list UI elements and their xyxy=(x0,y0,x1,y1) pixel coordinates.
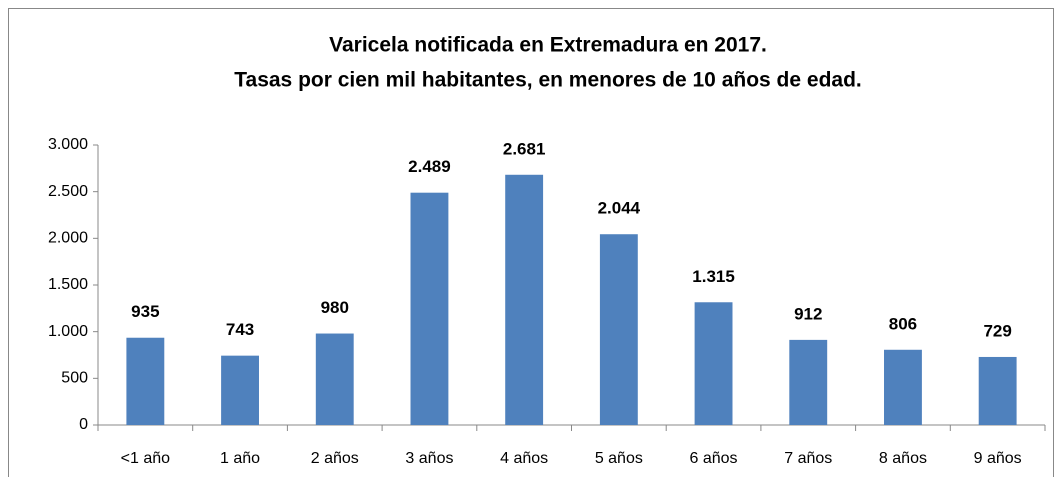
y-tick-label: 3.000 xyxy=(48,136,88,153)
bar xyxy=(126,337,165,425)
x-tick-label: 1 año xyxy=(220,450,260,467)
bar xyxy=(694,302,733,425)
value-label: 980 xyxy=(321,298,349,317)
x-tick-label: 6 años xyxy=(690,450,738,467)
bar xyxy=(505,174,544,425)
bar xyxy=(410,192,449,425)
value-label: 1.315 xyxy=(692,267,735,286)
value-label: 729 xyxy=(983,321,1011,340)
x-tick-label: 5 años xyxy=(595,450,643,467)
y-tick-label: 0 xyxy=(79,416,88,433)
bar xyxy=(884,349,922,425)
y-tick-label: 1.500 xyxy=(48,276,88,293)
bar xyxy=(221,355,259,425)
x-tick-label: 7 años xyxy=(784,450,832,467)
value-label: 2.489 xyxy=(408,157,451,176)
x-tick-label: 8 años xyxy=(879,450,927,467)
value-label: 935 xyxy=(131,302,159,321)
value-label: 806 xyxy=(889,314,917,333)
chart-title: Varicela notificada en Extremadura en 20… xyxy=(329,34,767,57)
bar xyxy=(978,356,1017,425)
x-tick-label: 2 años xyxy=(311,450,359,467)
y-tick-label: 500 xyxy=(61,370,88,387)
value-label: 743 xyxy=(226,320,254,339)
bar xyxy=(599,234,638,425)
y-tick-label: 2.500 xyxy=(48,183,88,200)
y-tick-label: 2.000 xyxy=(48,230,88,247)
x-tick-label: 3 años xyxy=(405,450,453,467)
x-tick-label: <1 año xyxy=(121,450,170,467)
bar xyxy=(789,339,828,425)
x-tick-label: 4 años xyxy=(500,450,548,467)
value-label: 2.044 xyxy=(598,199,641,218)
x-tick-label: 9 años xyxy=(974,450,1022,467)
value-label: 912 xyxy=(794,304,822,323)
chart-subtitle: Tasas por cien mil habitantes, en menore… xyxy=(234,69,862,92)
y-tick-label: 1.000 xyxy=(48,323,88,340)
value-label: 2.681 xyxy=(503,139,546,158)
bar xyxy=(315,333,354,425)
